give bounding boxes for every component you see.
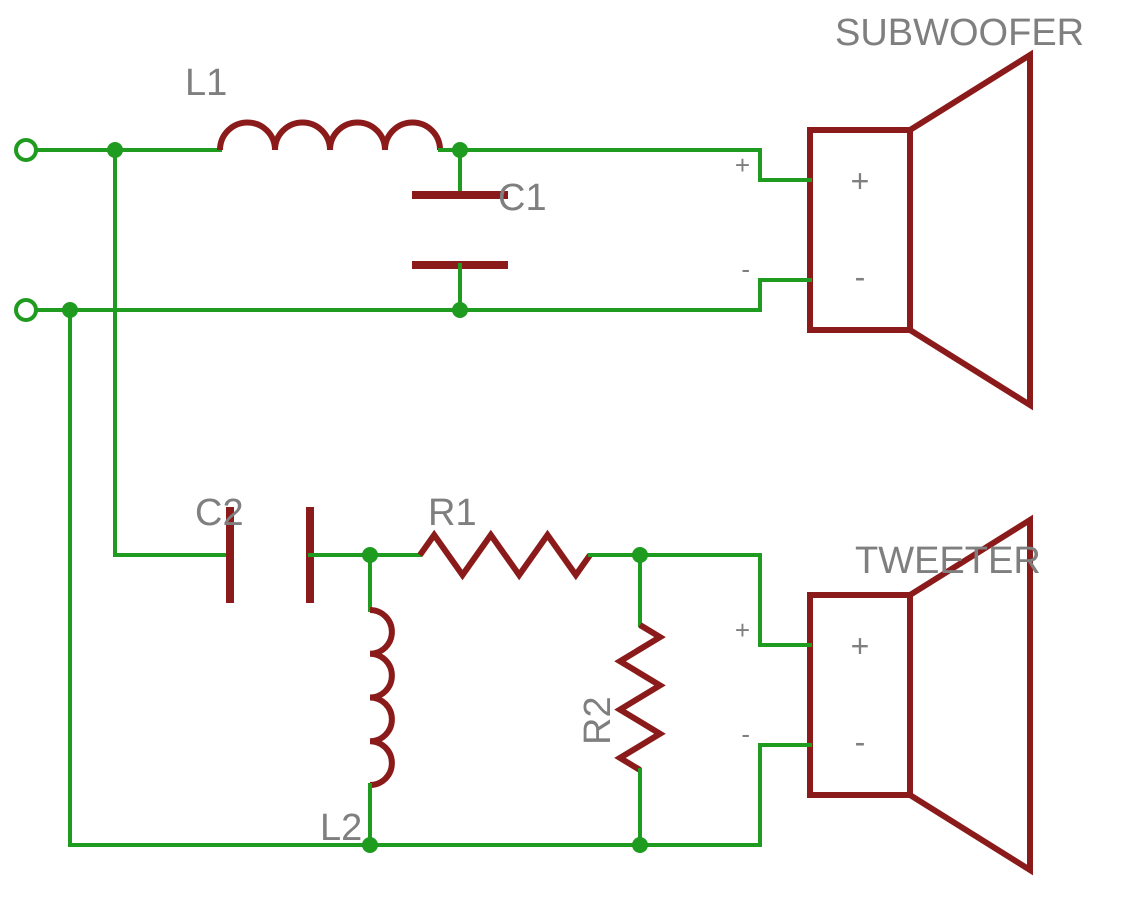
component-label: C2 [195,492,244,534]
junction-node [632,547,648,563]
component-label: TWEETER [855,540,1041,582]
component-label: + [851,163,870,199]
speaker-box [810,595,910,795]
input-pin [16,140,36,160]
component-label: + [735,150,750,180]
component-label: - [741,719,750,749]
component-label: - [741,254,750,284]
component-label: + [851,628,870,664]
component-label: SUBWOOFER [835,12,1084,54]
component-label: C1 [498,177,547,219]
component-label: R2 [577,696,619,745]
junction-node [362,837,378,853]
junction-node [632,837,648,853]
junction-node [452,142,468,158]
junction-node [452,302,468,318]
resistor [620,625,660,770]
speaker-cone [910,55,1030,405]
component-label: L1 [185,62,227,104]
component-label: - [855,259,866,295]
speaker-box [810,130,910,330]
component-label: + [735,615,750,645]
component-label: L2 [320,807,362,849]
component-label: R1 [428,492,477,534]
input-pin [16,300,36,320]
resistor [420,535,590,575]
junction-node [362,547,378,563]
component-label: - [855,724,866,760]
inductor [370,610,392,785]
inductor [220,122,440,150]
